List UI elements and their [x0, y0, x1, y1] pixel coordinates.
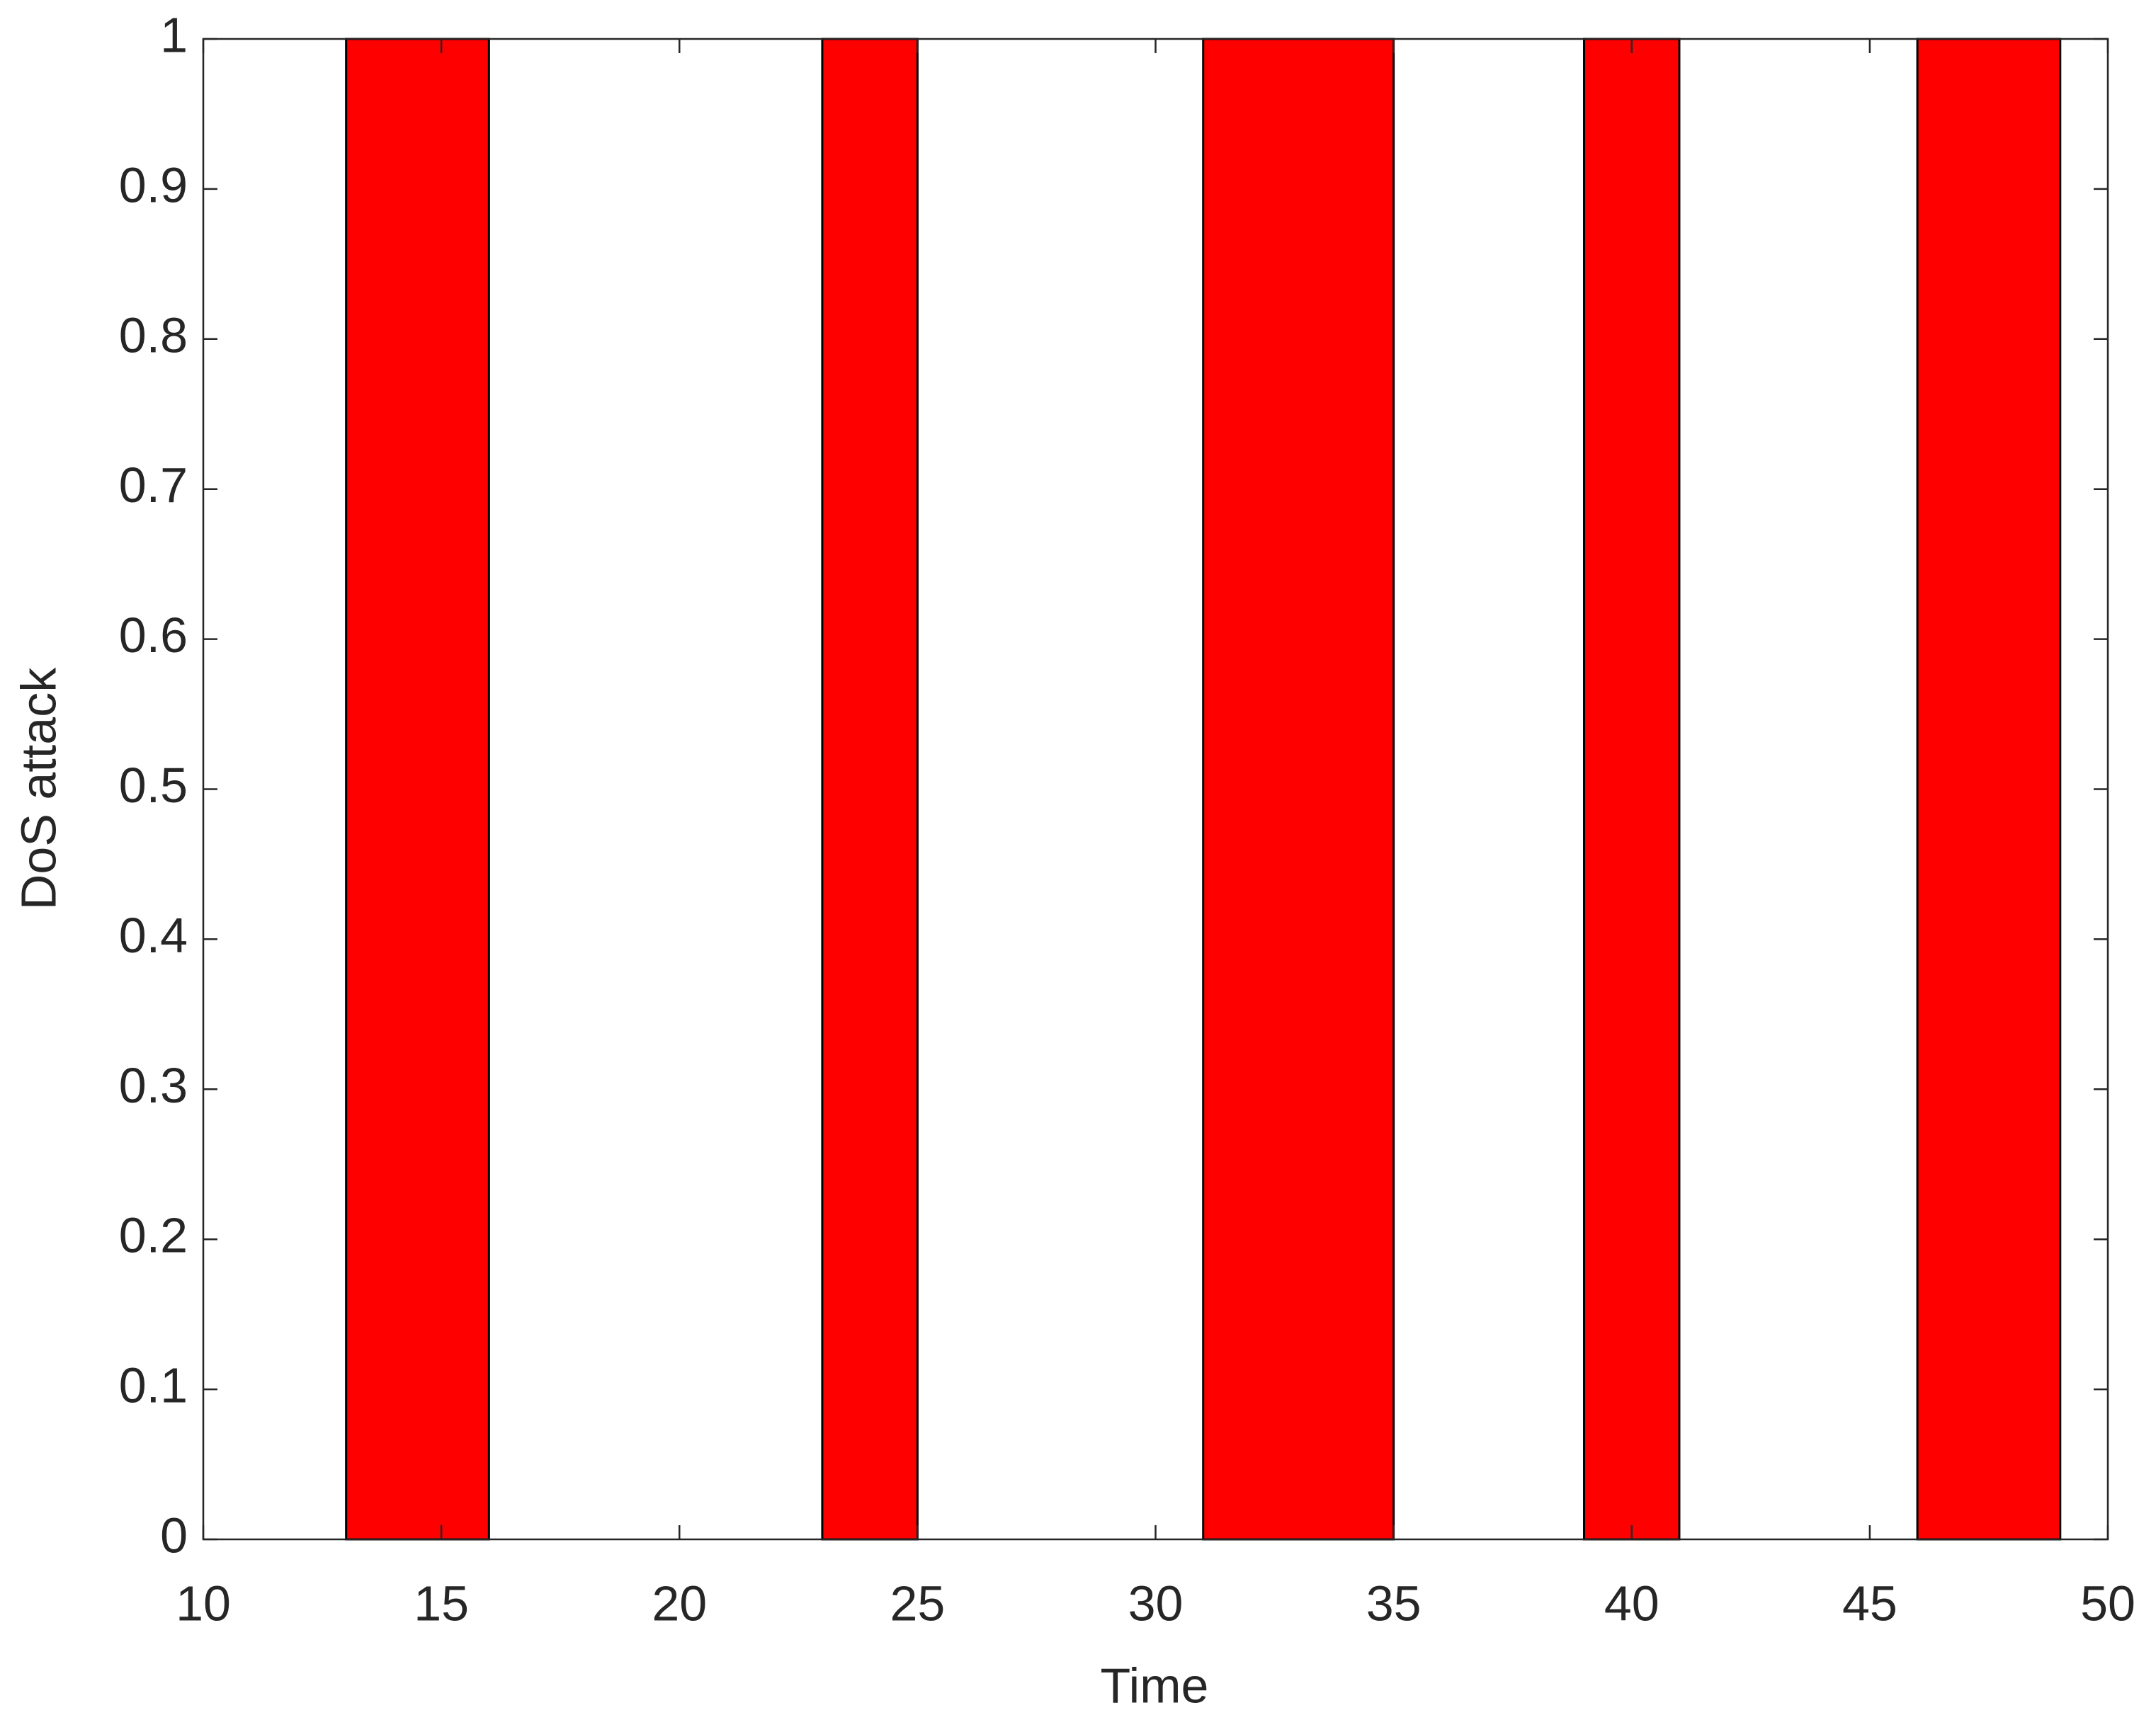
y-tick-label: 0.5 — [119, 758, 188, 813]
y-tick-label: 0.4 — [119, 908, 188, 963]
y-tick-label: 0.3 — [119, 1058, 188, 1113]
y-tick-label: 0.7 — [119, 457, 188, 513]
y-tick-label: 0 — [160, 1507, 188, 1563]
x-tick-label: 20 — [652, 1575, 707, 1631]
x-tick-label: 40 — [1604, 1575, 1659, 1631]
y-tick-label: 0.2 — [119, 1208, 188, 1263]
bar — [345, 38, 490, 1541]
bar — [821, 38, 919, 1541]
y-tick-label: 0.6 — [119, 608, 188, 663]
x-tick-label: 30 — [1128, 1575, 1184, 1631]
y-tick-label: 1 — [160, 7, 188, 62]
x-tick-label: 35 — [1366, 1575, 1422, 1631]
x-axis-label: Time — [1101, 1658, 1209, 1713]
bar — [1583, 38, 1681, 1541]
x-tick-label: 45 — [1842, 1575, 1897, 1631]
x-tick-label: 15 — [414, 1575, 469, 1631]
x-tick-label: 25 — [890, 1575, 945, 1631]
bar — [1916, 38, 2062, 1541]
y-tick-label: 0.9 — [119, 157, 188, 212]
y-axis-label: DoS attack — [11, 667, 66, 910]
bar — [1202, 38, 1395, 1541]
x-tick-label: 50 — [2080, 1575, 2135, 1631]
y-tick-label: 0.8 — [119, 307, 188, 363]
y-tick-label: 0.1 — [119, 1358, 188, 1413]
x-tick-label: 10 — [176, 1575, 231, 1631]
